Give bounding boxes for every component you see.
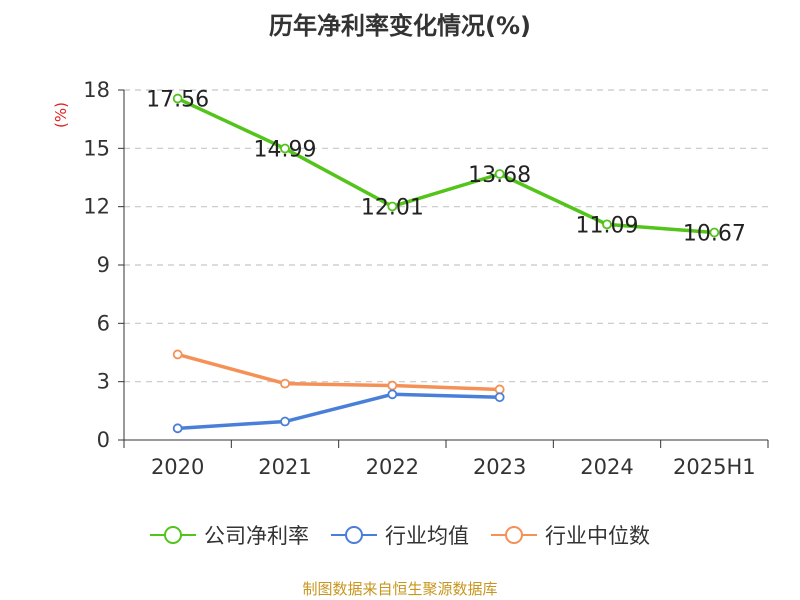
data-label: 11.09: [576, 213, 639, 238]
legend-label: 行业均值: [385, 524, 469, 548]
x-tick-label: 2022: [366, 455, 419, 479]
legend-marker-industry-mean: [331, 526, 377, 544]
data-point: [602, 219, 612, 230]
data-point: [280, 378, 290, 389]
legend: 公司净利率 行业均值 行业中位数: [0, 520, 800, 550]
legend-marker-industry-median: [491, 526, 537, 544]
x-tick-label: 2020: [151, 455, 204, 479]
data-point: [494, 169, 505, 179]
data-point: [494, 384, 505, 395]
data-point: [387, 380, 398, 391]
y-tick-label: 15: [83, 136, 110, 160]
data-point: [709, 227, 720, 238]
y-tick-label: 3: [97, 370, 110, 394]
series-line: [177, 392, 500, 431]
source-note: 制图数据来自恒生聚源数据库: [302, 580, 498, 598]
data-label: 13.68: [468, 163, 531, 188]
data-point: [387, 201, 398, 212]
legend-item-company[interactable]: 公司净利率: [150, 520, 309, 550]
y-tick-label: 12: [83, 195, 110, 219]
legend-item-industry-mean[interactable]: 行业均值: [331, 520, 469, 550]
data-label: 14.99: [254, 138, 317, 163]
series-line: [176, 96, 715, 235]
data-point: [172, 423, 183, 434]
y-tick-label: 18: [83, 78, 110, 102]
y-tick-label: 6: [97, 311, 110, 335]
y-tick-label: 0: [97, 428, 110, 452]
data-point: [172, 93, 183, 104]
x-tick-label: 2023: [473, 455, 526, 479]
data-label: 10.67: [683, 222, 746, 247]
series-line: [177, 352, 500, 392]
data-label: 12.01: [361, 195, 424, 220]
legend-label: 公司净利率: [204, 524, 309, 548]
y-tick-label: 9: [97, 253, 110, 277]
data-point: [172, 349, 183, 360]
data-point: [494, 392, 505, 403]
legend-item-industry-median[interactable]: 行业中位数: [491, 520, 650, 550]
legend-label: 行业中位数: [545, 524, 650, 548]
data-label: 17.56: [146, 88, 209, 113]
data-point: [280, 143, 290, 154]
x-tick-label: 2024: [580, 455, 633, 479]
chart-title: 历年净利率变化情况(%): [269, 12, 531, 40]
data-point: [387, 389, 398, 400]
legend-marker-company: [150, 526, 196, 544]
x-tick-label: 2025H1: [673, 455, 756, 479]
x-tick-label: 2021: [258, 455, 311, 479]
data-point: [280, 416, 290, 427]
